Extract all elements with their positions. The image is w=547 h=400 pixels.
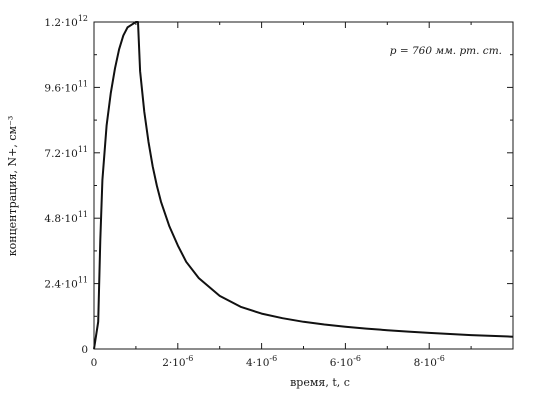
tick-labels: 0 2·10-6 4·10-6 6·10-6 8·10-6 0 2.4·1011 4.8·10… [44, 14, 444, 369]
x-tick-label: 4·10-6 [246, 354, 277, 369]
y-tick-label: 2.4·1011 [44, 276, 88, 291]
y-tick-label: 4.8·1011 [44, 210, 88, 225]
x-tick-label: 8·10-6 [414, 354, 445, 369]
y-tick-label: 7.2·1011 [44, 145, 88, 160]
x-axis-label: время, t, с [290, 376, 350, 389]
y-tick-label: 0 [81, 344, 88, 356]
x-tick-label: 2·10-6 [162, 354, 193, 369]
y-tick-label: 1.2·1012 [44, 14, 88, 29]
x-tick-label: 0 [91, 357, 98, 369]
x-tick-label: 6·10-6 [330, 354, 361, 369]
y-axis-label: концентрация, N+, см⁻³ [6, 116, 19, 257]
annotation: p = 760 мм. рт. ст. [390, 45, 502, 57]
series-line [93, 21, 514, 350]
y-tick-label: 9.6·1011 [44, 79, 88, 94]
